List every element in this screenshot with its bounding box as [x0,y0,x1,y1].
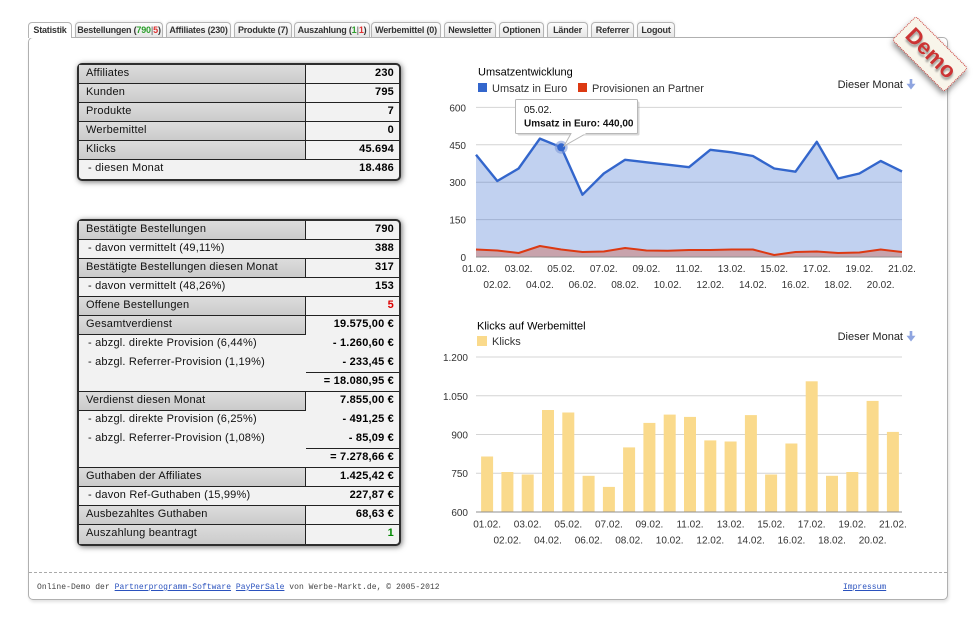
svg-text:01.02.: 01.02. [473,520,501,531]
svg-text:0: 0 [460,253,466,264]
svg-text:10.02.: 10.02. [654,280,682,291]
svg-text:900: 900 [451,431,468,442]
svg-text:Umsatzentwicklung: Umsatzentwicklung [478,67,573,79]
svg-text:04.02.: 04.02. [526,280,554,291]
svg-text:19.02.: 19.02. [838,520,866,531]
svg-text:12.02.: 12.02. [696,280,724,291]
svg-text:21.02.: 21.02. [879,520,907,531]
svg-text:07.02.: 07.02. [590,264,618,275]
svg-text:Provisionen an Partner: Provisionen an Partner [592,83,704,95]
svg-text:02.02.: 02.02. [483,280,511,291]
svg-text:750: 750 [451,469,468,480]
svg-text:15.02.: 15.02. [757,520,785,531]
svg-text:21.02.: 21.02. [888,264,916,275]
svg-text:20.02.: 20.02. [859,536,887,547]
svg-text:18.02.: 18.02. [824,280,852,291]
svg-text:01.02.: 01.02. [462,264,490,275]
svg-text:06.02.: 06.02. [569,280,597,291]
svg-text:02.02.: 02.02. [493,536,521,547]
svg-text:Klicks auf Werbemittel: Klicks auf Werbemittel [477,321,586,333]
svg-text:450: 450 [449,141,466,152]
svg-text:20.02.: 20.02. [867,280,895,291]
svg-text:17.02.: 17.02. [803,264,831,275]
svg-text:19.02.: 19.02. [845,264,873,275]
svg-text:14.02.: 14.02. [737,536,765,547]
svg-text:05.02.: 05.02. [547,264,575,275]
svg-text:300: 300 [449,178,466,189]
svg-text:Klicks: Klicks [492,336,521,348]
svg-text:12.02.: 12.02. [696,536,724,547]
svg-text:04.02.: 04.02. [534,536,562,547]
svg-text:09.02.: 09.02. [635,520,663,531]
svg-text:06.02.: 06.02. [575,536,603,547]
svg-text:Dieser Monat: Dieser Monat [838,331,903,343]
svg-text:18.02.: 18.02. [818,536,846,547]
svg-text:Dieser Monat: Dieser Monat [838,79,903,91]
svg-text:1.050: 1.050 [443,392,468,403]
svg-text:Umsatz in Euro: 440,00: Umsatz in Euro: 440,00 [524,119,634,130]
svg-text:15.02.: 15.02. [760,264,788,275]
svg-text:03.02.: 03.02. [514,520,542,531]
svg-text:600: 600 [451,508,468,519]
svg-text:10.02.: 10.02. [656,536,684,547]
svg-text:05.02.: 05.02. [524,105,552,116]
svg-text:16.02.: 16.02. [777,536,805,547]
svg-text:08.02.: 08.02. [611,280,639,291]
svg-text:14.02.: 14.02. [739,280,767,291]
svg-text:13.02.: 13.02. [718,264,746,275]
svg-text:05.02.: 05.02. [554,520,582,531]
svg-text:03.02.: 03.02. [505,264,533,275]
svg-text:07.02.: 07.02. [595,520,623,531]
svg-text:1.200: 1.200 [443,353,468,364]
svg-text:09.02.: 09.02. [632,264,660,275]
svg-text:16.02.: 16.02. [782,280,810,291]
svg-text:11.02.: 11.02. [675,264,702,275]
svg-text:600: 600 [449,103,466,114]
svg-text:150: 150 [449,216,466,227]
svg-text:13.02.: 13.02. [717,520,745,531]
svg-text:17.02.: 17.02. [798,520,826,531]
svg-text:08.02.: 08.02. [615,536,643,547]
svg-text:Umsatz in Euro: Umsatz in Euro [492,83,567,95]
svg-text:11.02.: 11.02. [676,520,703,531]
